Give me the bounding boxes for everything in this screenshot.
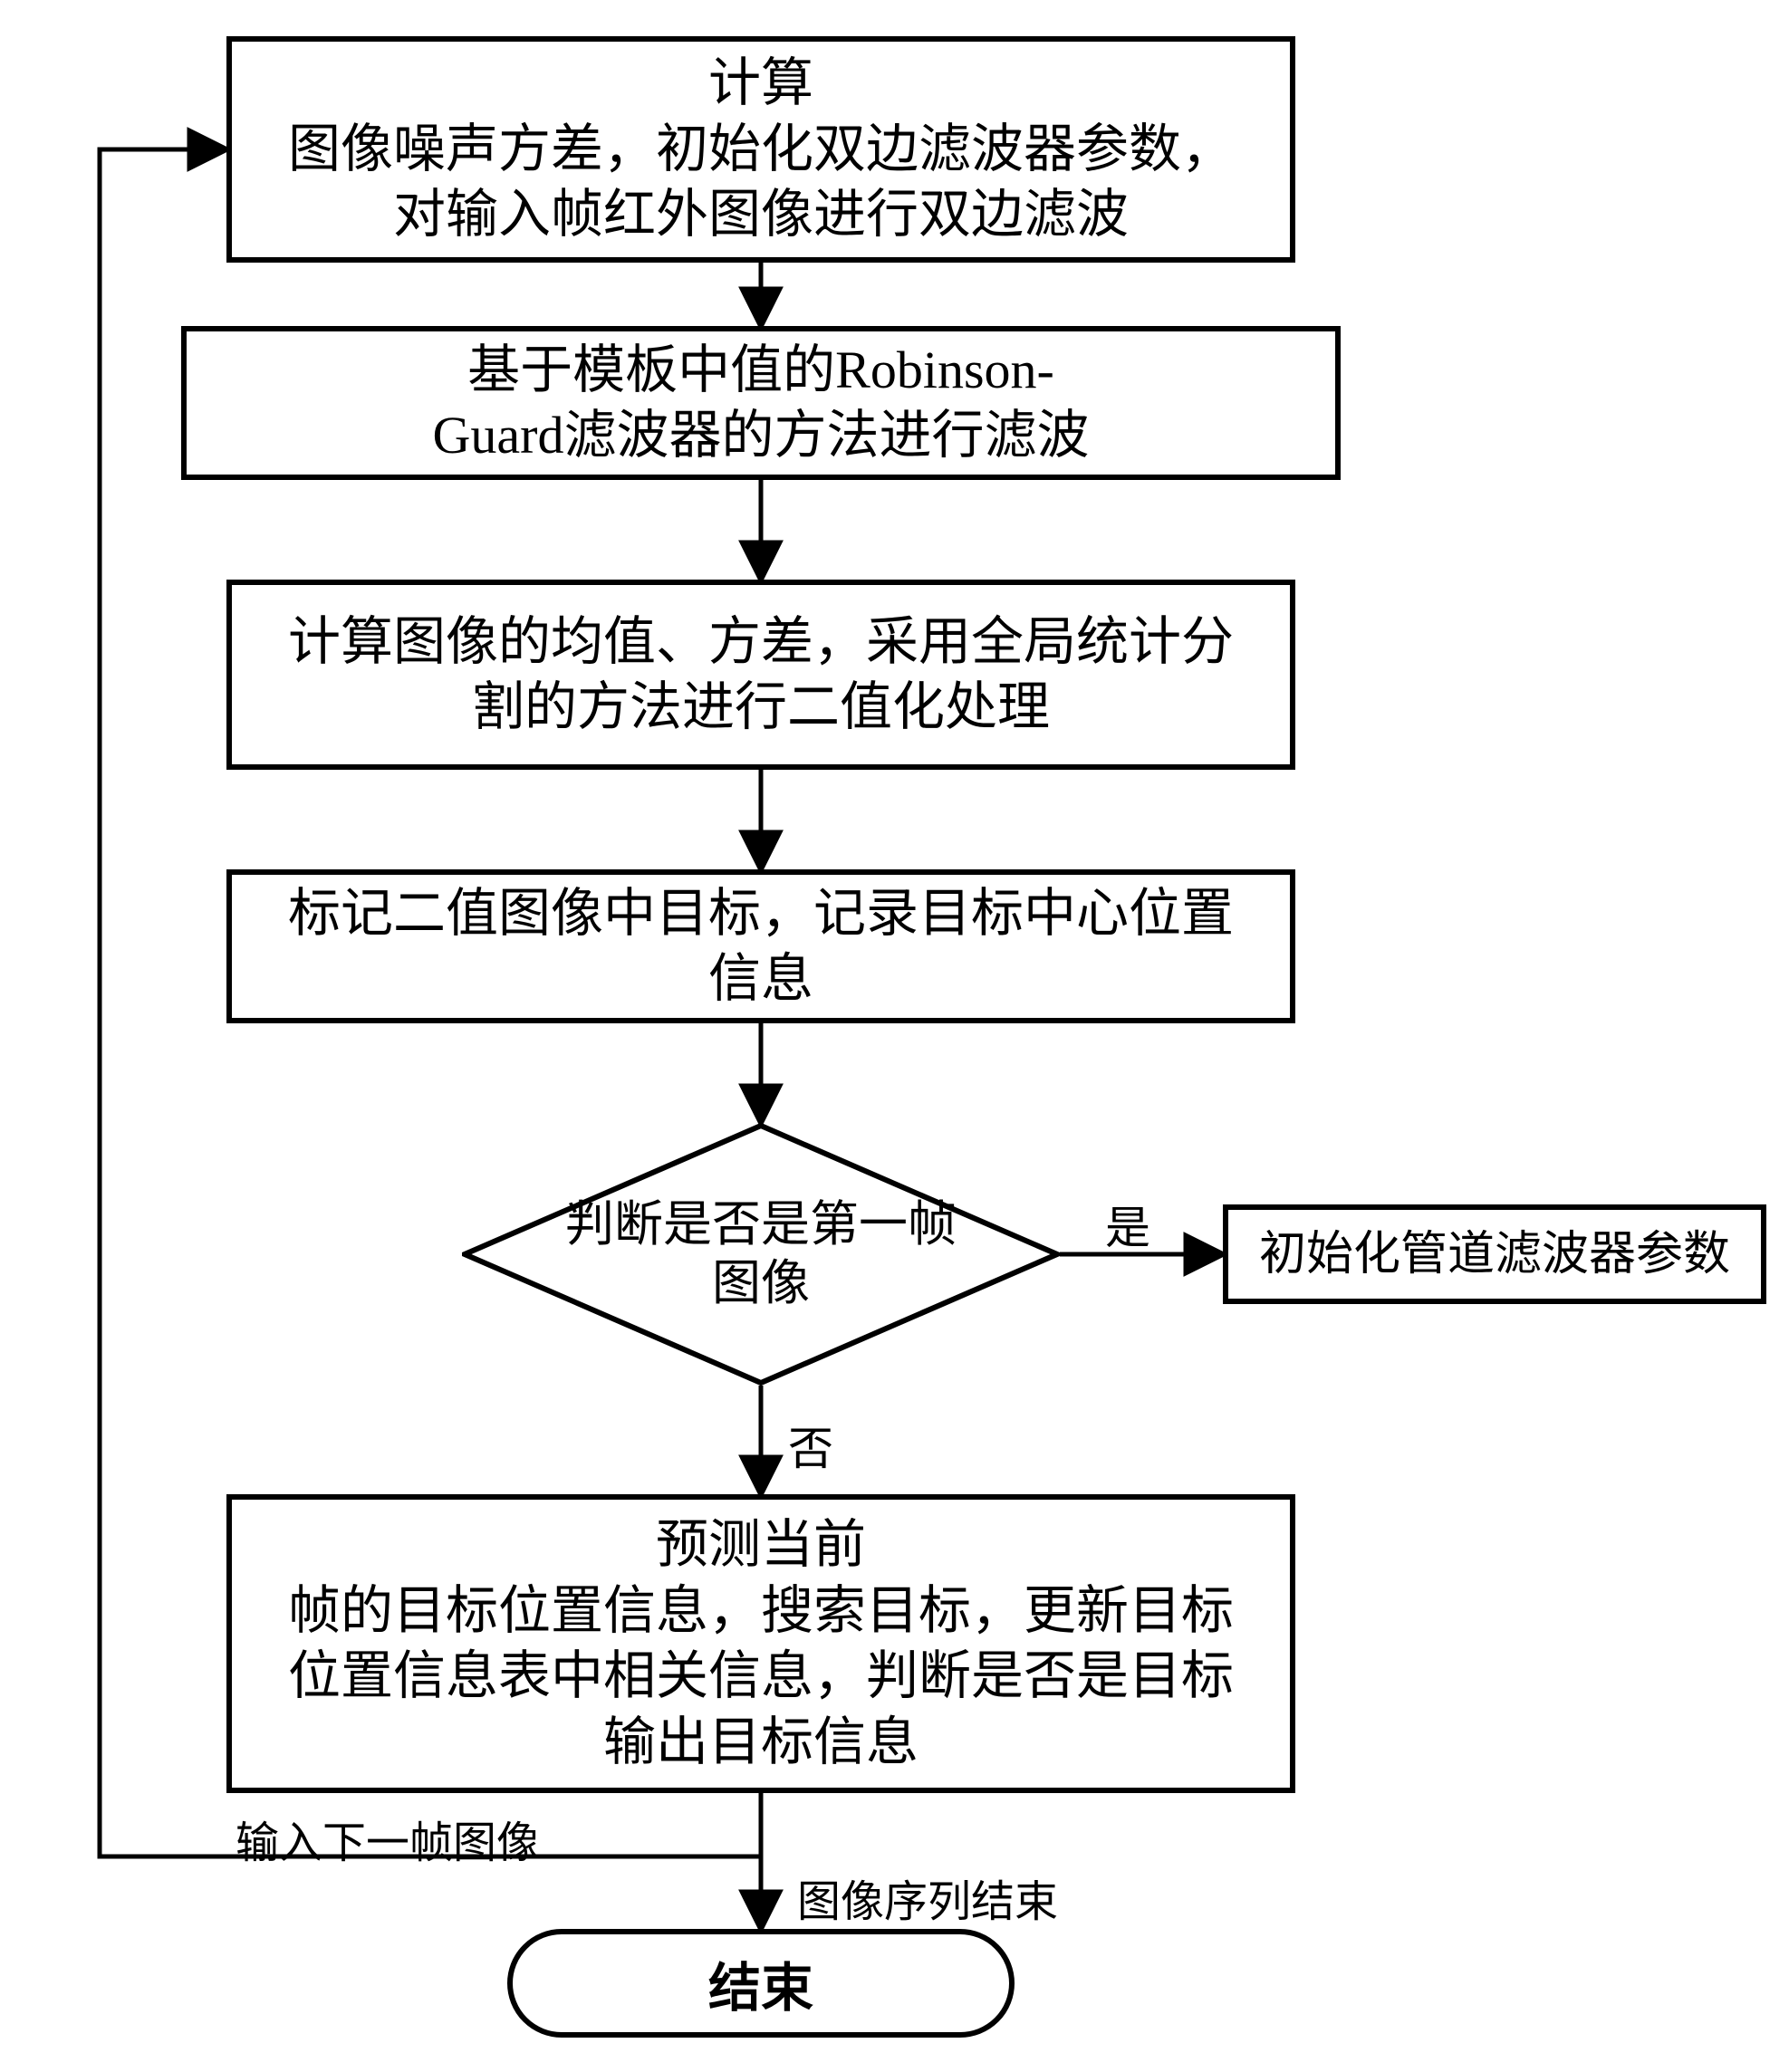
step2-line2: Guard滤波器的方法进行滤波 xyxy=(433,403,1090,469)
process-step-3: 计算图像的均值、方差，采用全局统计分 割的方法进行二值化处理 xyxy=(226,580,1295,770)
decision-line1: 判断是否是第一帧 xyxy=(565,1195,957,1254)
decision-line2: 图像 xyxy=(712,1254,810,1313)
step1-line2: 图像噪声方差，初始化双边滤波器参数， xyxy=(288,117,1234,183)
step1-line1: 计算 xyxy=(708,51,813,117)
process-step-1: 计算 图像噪声方差，初始化双边滤波器参数， 对输入帧红外图像进行双边滤波 xyxy=(226,36,1295,263)
edge-label-no: 否 xyxy=(788,1413,833,1478)
edge-label-yes: 是 xyxy=(1105,1192,1150,1257)
step4-line1: 标记二值图像中目标，记录目标中心位置 xyxy=(288,881,1234,947)
edge-label-next-frame: 输入下一帧图像 xyxy=(236,1807,540,1870)
step6-line4: 输出目标信息 xyxy=(603,1710,919,1776)
step6-line3: 位置信息表中相关信息，判断是否是目标 xyxy=(288,1644,1234,1710)
step6-line1: 预测当前 xyxy=(656,1512,866,1578)
step3-line2: 割的方法进行二值化处理 xyxy=(472,675,1050,741)
decision-first-frame: 判断是否是第一帧 图像 xyxy=(462,1123,1060,1386)
step3-line1: 计算图像的均值、方差，采用全局统计分 xyxy=(288,609,1234,676)
step4-line2: 信息 xyxy=(708,946,813,1012)
step1-line3: 对输入帧红外图像进行双边滤波 xyxy=(393,182,1129,248)
step6-line2: 帧的目标位置信息，搜索目标，更新目标 xyxy=(288,1578,1234,1645)
process-step-6: 预测当前 帧的目标位置信息，搜索目标，更新目标 位置信息表中相关信息，判断是否是… xyxy=(226,1494,1295,1793)
process-step-2: 基于模板中值的Robinson- Guard滤波器的方法进行滤波 xyxy=(181,326,1341,480)
process-step-4: 标记二值图像中目标，记录目标中心位置 信息 xyxy=(226,869,1295,1023)
end-text: 结束 xyxy=(708,1945,813,2021)
edge-label-seq-end: 图像序列结束 xyxy=(797,1866,1058,1929)
terminator-end: 结束 xyxy=(507,1929,1015,2038)
process-init-pipe-filter: 初始化管道滤波器参数 xyxy=(1223,1204,1766,1304)
step2-line1: 基于模板中值的Robinson- xyxy=(467,338,1054,404)
init-pipe-text: 初始化管道滤波器参数 xyxy=(1259,1225,1730,1284)
